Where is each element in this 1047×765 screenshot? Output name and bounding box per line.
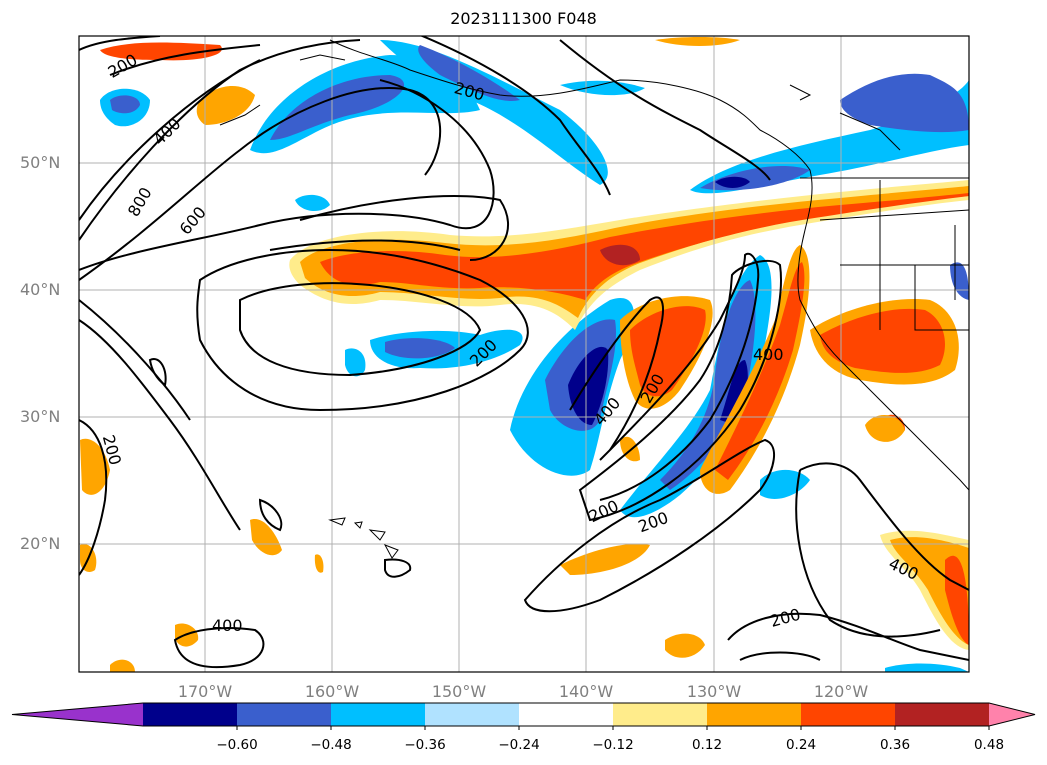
colorbar-tick-label: 0.24: [785, 737, 817, 753]
lat-label-40n: 40°N: [20, 280, 61, 299]
colorbar-tick-label: 0.48: [973, 737, 1005, 753]
lon-label-150w: 150°W: [431, 682, 487, 701]
lat-label-30n: 30°N: [20, 407, 61, 426]
colorbar-tick-label: −0.60: [216, 737, 258, 753]
colorbar-segment: [331, 703, 426, 726]
colorbar-tick-label: 0.36: [879, 737, 911, 753]
lon-label-160w: 160°W: [304, 682, 360, 701]
coastlines: [219, 39, 969, 559]
contour-lines: [79, 36, 969, 669]
colorbar-segment: [519, 703, 614, 726]
colorbar-segment: [895, 703, 990, 726]
lon-label-130w: 130°W: [686, 682, 742, 701]
positive-shading: [80, 37, 969, 672]
colorbar-segment: [425, 703, 520, 726]
colorbar-tick-label: −0.12: [592, 737, 634, 753]
colorbar-segment: [143, 703, 238, 726]
lon-label-140w: 140°W: [558, 682, 614, 701]
lat-label-50n: 50°N: [20, 153, 61, 172]
colorbar-segment: [801, 703, 896, 726]
map-plot: 200 400 800 600 200 200 400 200 400 200 …: [78, 35, 970, 673]
contour-label: 400: [212, 616, 243, 635]
colorbar-outline: [11, 702, 1036, 727]
contour-label: 400: [753, 345, 784, 364]
colorbar-tick-label: −0.48: [310, 737, 352, 753]
colorbar-extend-low: [12, 703, 143, 726]
colorbar-extend-high: [989, 703, 1035, 726]
negative-shading: [100, 40, 969, 672]
colorbar-segment: [237, 703, 332, 726]
lat-label-20n: 20°N: [20, 534, 61, 553]
map-title: 2023111300 F048: [450, 9, 597, 28]
lon-label-120w: 120°W: [813, 682, 869, 701]
lon-label-170w: 170°W: [177, 682, 233, 701]
colorbar-tick-label: −0.36: [404, 737, 446, 753]
colorbar-segment: [707, 703, 802, 726]
map-frame: [78, 35, 970, 673]
colorbar: [11, 702, 1036, 730]
colorbar-tick-label: −0.24: [498, 737, 540, 753]
colorbar-tick-label: 0.12: [691, 737, 723, 753]
colorbar-segment: [613, 703, 708, 726]
